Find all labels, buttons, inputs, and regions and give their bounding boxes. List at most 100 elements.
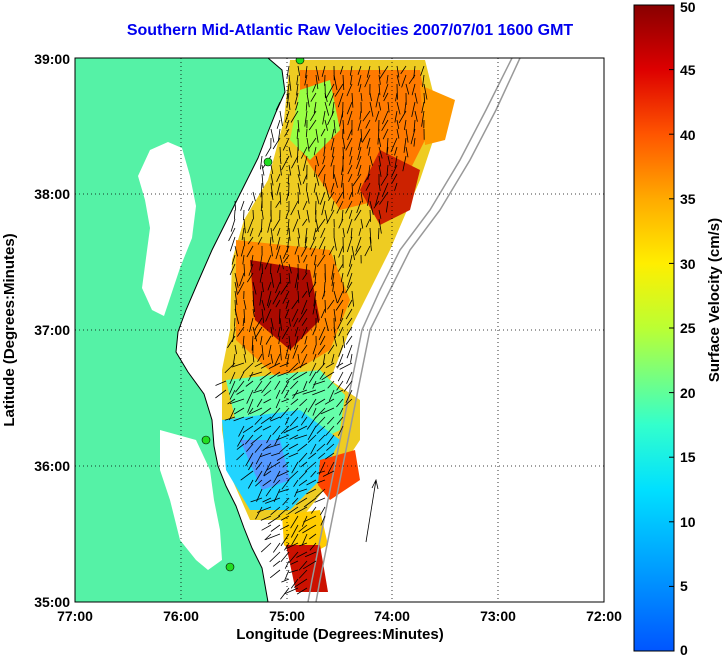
- velocity-vector: [339, 362, 353, 370]
- velocity-vector: [307, 425, 317, 441]
- velocity-vector: [336, 200, 344, 214]
- velocity-vector: [245, 380, 254, 387]
- velocity-vector: [291, 461, 299, 474]
- velocity-vector: [379, 65, 389, 80]
- velocity-vector: [351, 290, 354, 307]
- colorbar-label: Surface Velocity (cm/s): [706, 218, 723, 382]
- velocity-vector: [253, 389, 263, 394]
- velocity-vector: [333, 326, 336, 338]
- velocity-vector: [394, 110, 398, 123]
- velocity-vector: [270, 227, 274, 243]
- velocity-vector: [337, 317, 344, 330]
- velocity-vector: [401, 74, 407, 88]
- velocity-vector: [378, 155, 382, 167]
- velocity-vector: [287, 218, 290, 234]
- velocity-vector: [293, 362, 308, 371]
- velocity-vector: [310, 506, 317, 514]
- velocity-vector: [296, 587, 308, 595]
- velocity-vector: [279, 191, 282, 205]
- velocity-vector: [247, 479, 254, 489]
- velocity-vector: [231, 362, 245, 368]
- station-marker: [263, 157, 273, 167]
- velocity-vector: [274, 434, 281, 446]
- x-tick-label: 74:00: [374, 608, 410, 624]
- velocity-vector: [302, 524, 317, 534]
- velocity-vector: [312, 344, 317, 355]
- velocity-vector: [233, 416, 245, 422]
- velocity-vector: [230, 218, 236, 232]
- velocity-vector: [300, 146, 308, 159]
- velocity-vector: [294, 245, 299, 255]
- velocity-vector: [248, 263, 254, 276]
- velocity-vector: [319, 335, 326, 346]
- velocity-vector: [245, 416, 254, 421]
- velocity-vector: [398, 110, 407, 124]
- velocity-vector: [333, 254, 337, 266]
- velocity-vector: [252, 353, 255, 363]
- velocity-vector: [279, 317, 283, 331]
- velocity-vector: [354, 245, 362, 256]
- velocity-vector: [396, 119, 400, 130]
- bay-water: [138, 142, 196, 316]
- velocity-vector: [272, 290, 281, 305]
- velocity-vector: [357, 119, 362, 131]
- velocity-vector: [342, 119, 345, 134]
- velocity-vector: [260, 542, 272, 553]
- velocity-vector: [377, 128, 380, 145]
- velocity-vector: [297, 164, 301, 177]
- velocity-vector: [259, 407, 272, 417]
- velocity-vector: [382, 110, 389, 125]
- velocity-vector: [324, 209, 328, 223]
- velocity-vector: [229, 263, 236, 276]
- velocity-vector: [304, 236, 308, 249]
- velocity-vector: [282, 497, 290, 506]
- velocity-vector: [298, 479, 308, 487]
- velocity-vector: [308, 119, 317, 131]
- velocity-vector: [261, 281, 264, 293]
- colorbar-tick-label: 50: [680, 0, 696, 15]
- velocity-vector: [365, 218, 371, 228]
- velocity-vector: [261, 263, 263, 275]
- velocity-vector: [394, 146, 398, 156]
- velocity-vector: [312, 326, 317, 336]
- velocity-vector: [310, 470, 317, 478]
- velocity-vector: [350, 227, 353, 239]
- velocity-vector: [341, 164, 344, 175]
- velocity-vector: [277, 326, 281, 337]
- velocity-vector: [408, 74, 416, 85]
- velocity-vector: [283, 254, 290, 263]
- velocity-vector: [288, 443, 299, 450]
- velocity-vector: [342, 335, 346, 349]
- velocity-vector: [236, 443, 245, 450]
- velocity-vector: [321, 200, 326, 216]
- velocity-vector: [252, 191, 256, 202]
- velocity-vector: [315, 191, 320, 205]
- velocity-vector: [360, 128, 363, 143]
- velocity-vector: [284, 110, 290, 123]
- velocity-vector: [357, 146, 362, 161]
- velocity-vector: [302, 155, 308, 171]
- velocity-vector: [337, 371, 344, 382]
- velocity-vector: [321, 65, 326, 78]
- velocity-vector: [366, 137, 371, 149]
- velocity-vector: [229, 398, 245, 405]
- velocity-vector: [420, 65, 425, 76]
- velocity-vector: [316, 254, 326, 267]
- velocity-vector: [305, 263, 308, 274]
- velocity-vector: [299, 542, 308, 547]
- velocity-vector: [338, 344, 344, 357]
- velocity-vector: [272, 560, 281, 567]
- velocity-vector: [355, 236, 362, 252]
- velocity-vector: [259, 290, 263, 306]
- velocity-vector: [308, 452, 317, 460]
- colorbar-ticks: [669, 4, 674, 652]
- velocity-vector: [246, 272, 254, 283]
- velocity-vector: [271, 452, 281, 457]
- velocity-vector: [332, 281, 335, 292]
- velocity-vector: [338, 218, 344, 229]
- velocity-vector: [268, 344, 272, 357]
- velocity-vector: [338, 245, 344, 258]
- velocity-vector: [312, 407, 317, 416]
- velocity-vector: [280, 281, 290, 295]
- velocity-vector: [252, 326, 258, 342]
